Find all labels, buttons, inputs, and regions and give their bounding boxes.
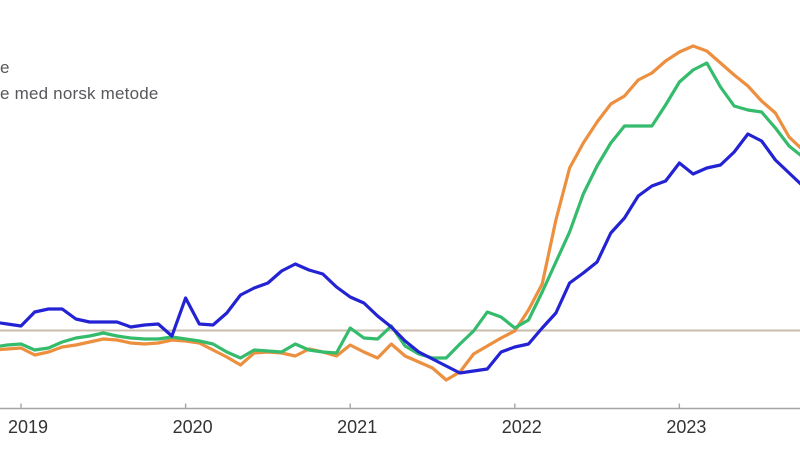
x-axis-label-2022: 2022	[501, 417, 542, 437]
orange-series-line	[0, 44, 800, 382]
legend-item-1: e	[0, 55, 159, 81]
x-axis-label-2019: 2019	[8, 417, 49, 437]
legend-item-1-label: e	[0, 58, 10, 77]
x-axis-label-2021: 2021	[337, 417, 378, 437]
chart-legend: e e med norsk metode	[0, 55, 159, 107]
green-series-line	[0, 61, 800, 360]
legend-item-2-label: e med norsk metode	[0, 84, 159, 103]
legend-item-2: e med norsk metode	[0, 81, 159, 107]
x-axis-label-2023: 2023	[666, 417, 707, 437]
blue-series-line	[0, 132, 800, 375]
x-axis-label-2020: 2020	[172, 417, 213, 437]
